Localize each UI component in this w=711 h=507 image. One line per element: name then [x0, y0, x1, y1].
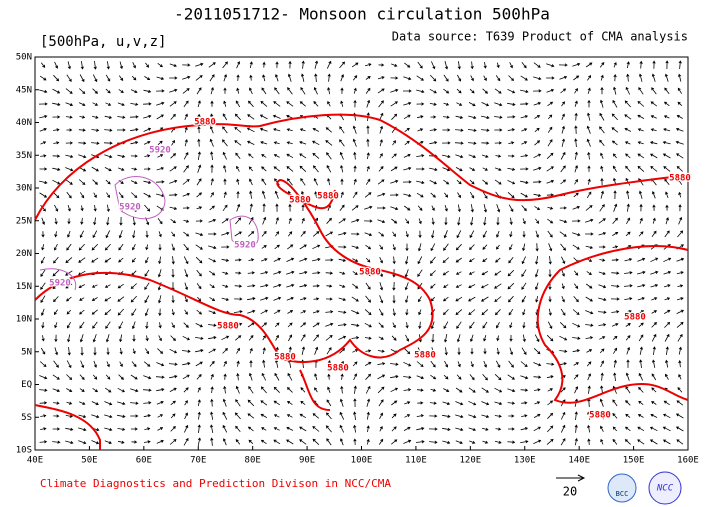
contour-label: 5880	[274, 353, 296, 363]
contour-5880	[34, 113, 689, 221]
contour-5880	[34, 369, 331, 450]
map	[34, 56, 689, 451]
wind-vectors	[38, 60, 685, 446]
lat-label: 45N	[16, 85, 32, 95]
contour-5920	[39, 268, 77, 291]
lon-label: 50E	[81, 456, 97, 466]
contour-label: 5880	[359, 268, 381, 278]
logo	[648, 471, 682, 505]
contour-label: 5880	[217, 322, 239, 332]
lon-label: 150E	[623, 456, 645, 466]
data-source: Data source: T639 Product of CMA analysi…	[392, 30, 688, 44]
lat-label: EQ	[21, 380, 32, 390]
logo	[607, 473, 637, 503]
credit: Climate Diagnostics and Prediction Divis…	[40, 477, 391, 490]
lon-label: 70E	[190, 456, 206, 466]
contour-5880	[536, 245, 689, 404]
contour-label: 5880	[327, 364, 349, 374]
lon-label: 100E	[351, 456, 373, 466]
contour-label: 5880	[317, 192, 339, 202]
lon-label: 130E	[514, 456, 536, 466]
lon-label: 110E	[405, 456, 427, 466]
logo-text: NCC	[656, 484, 674, 494]
lat-label: 35N	[16, 151, 32, 161]
contour-label: 5920	[49, 279, 71, 289]
lat-label: 10N	[16, 315, 32, 325]
title: -2011051712- Monsoon circulation 500hPa	[174, 5, 550, 24]
contour-label: 5880	[194, 118, 216, 128]
contour-label: 5880	[289, 196, 311, 206]
contours	[34, 113, 689, 450]
lat-label: 30N	[16, 184, 32, 194]
contour-label: 5880	[624, 313, 646, 323]
reference-arrowhead	[577, 474, 586, 482]
lon-label: 140E	[568, 456, 590, 466]
variables: [500hPa, u,v,z]	[40, 34, 166, 50]
lat-label: 25N	[16, 216, 32, 226]
contours-5920	[39, 176, 259, 291]
contour-label: 5880	[589, 411, 611, 421]
contour-label: 5880	[414, 351, 436, 361]
contour-label: 5920	[119, 203, 141, 213]
lat-label: 15N	[16, 282, 32, 292]
lat-label: 10S	[16, 446, 32, 456]
lon-label: 60E	[136, 456, 152, 466]
lat-label: 5N	[21, 347, 32, 357]
lon-label: 90E	[299, 456, 315, 466]
contour-5920	[114, 176, 166, 220]
lon-label: 120E	[459, 456, 481, 466]
lon-label: 80E	[245, 456, 261, 466]
contour-label: 5880	[669, 174, 691, 184]
lat-label: 5S	[21, 413, 32, 423]
contour-5880	[34, 178, 434, 363]
lon-label: 40E	[27, 456, 43, 466]
reference-vector: 20	[563, 485, 577, 499]
lon-label: 160E	[677, 456, 699, 466]
contour-label: 5920	[149, 146, 171, 156]
lat-label: 50N	[16, 53, 32, 63]
map-frame	[34, 56, 689, 451]
contour-5920	[229, 215, 259, 248]
lat-label: 40N	[16, 118, 32, 128]
contour-label: 5920	[234, 241, 256, 251]
lat-label: 20N	[16, 249, 32, 259]
logo-text: BCC	[616, 490, 629, 498]
